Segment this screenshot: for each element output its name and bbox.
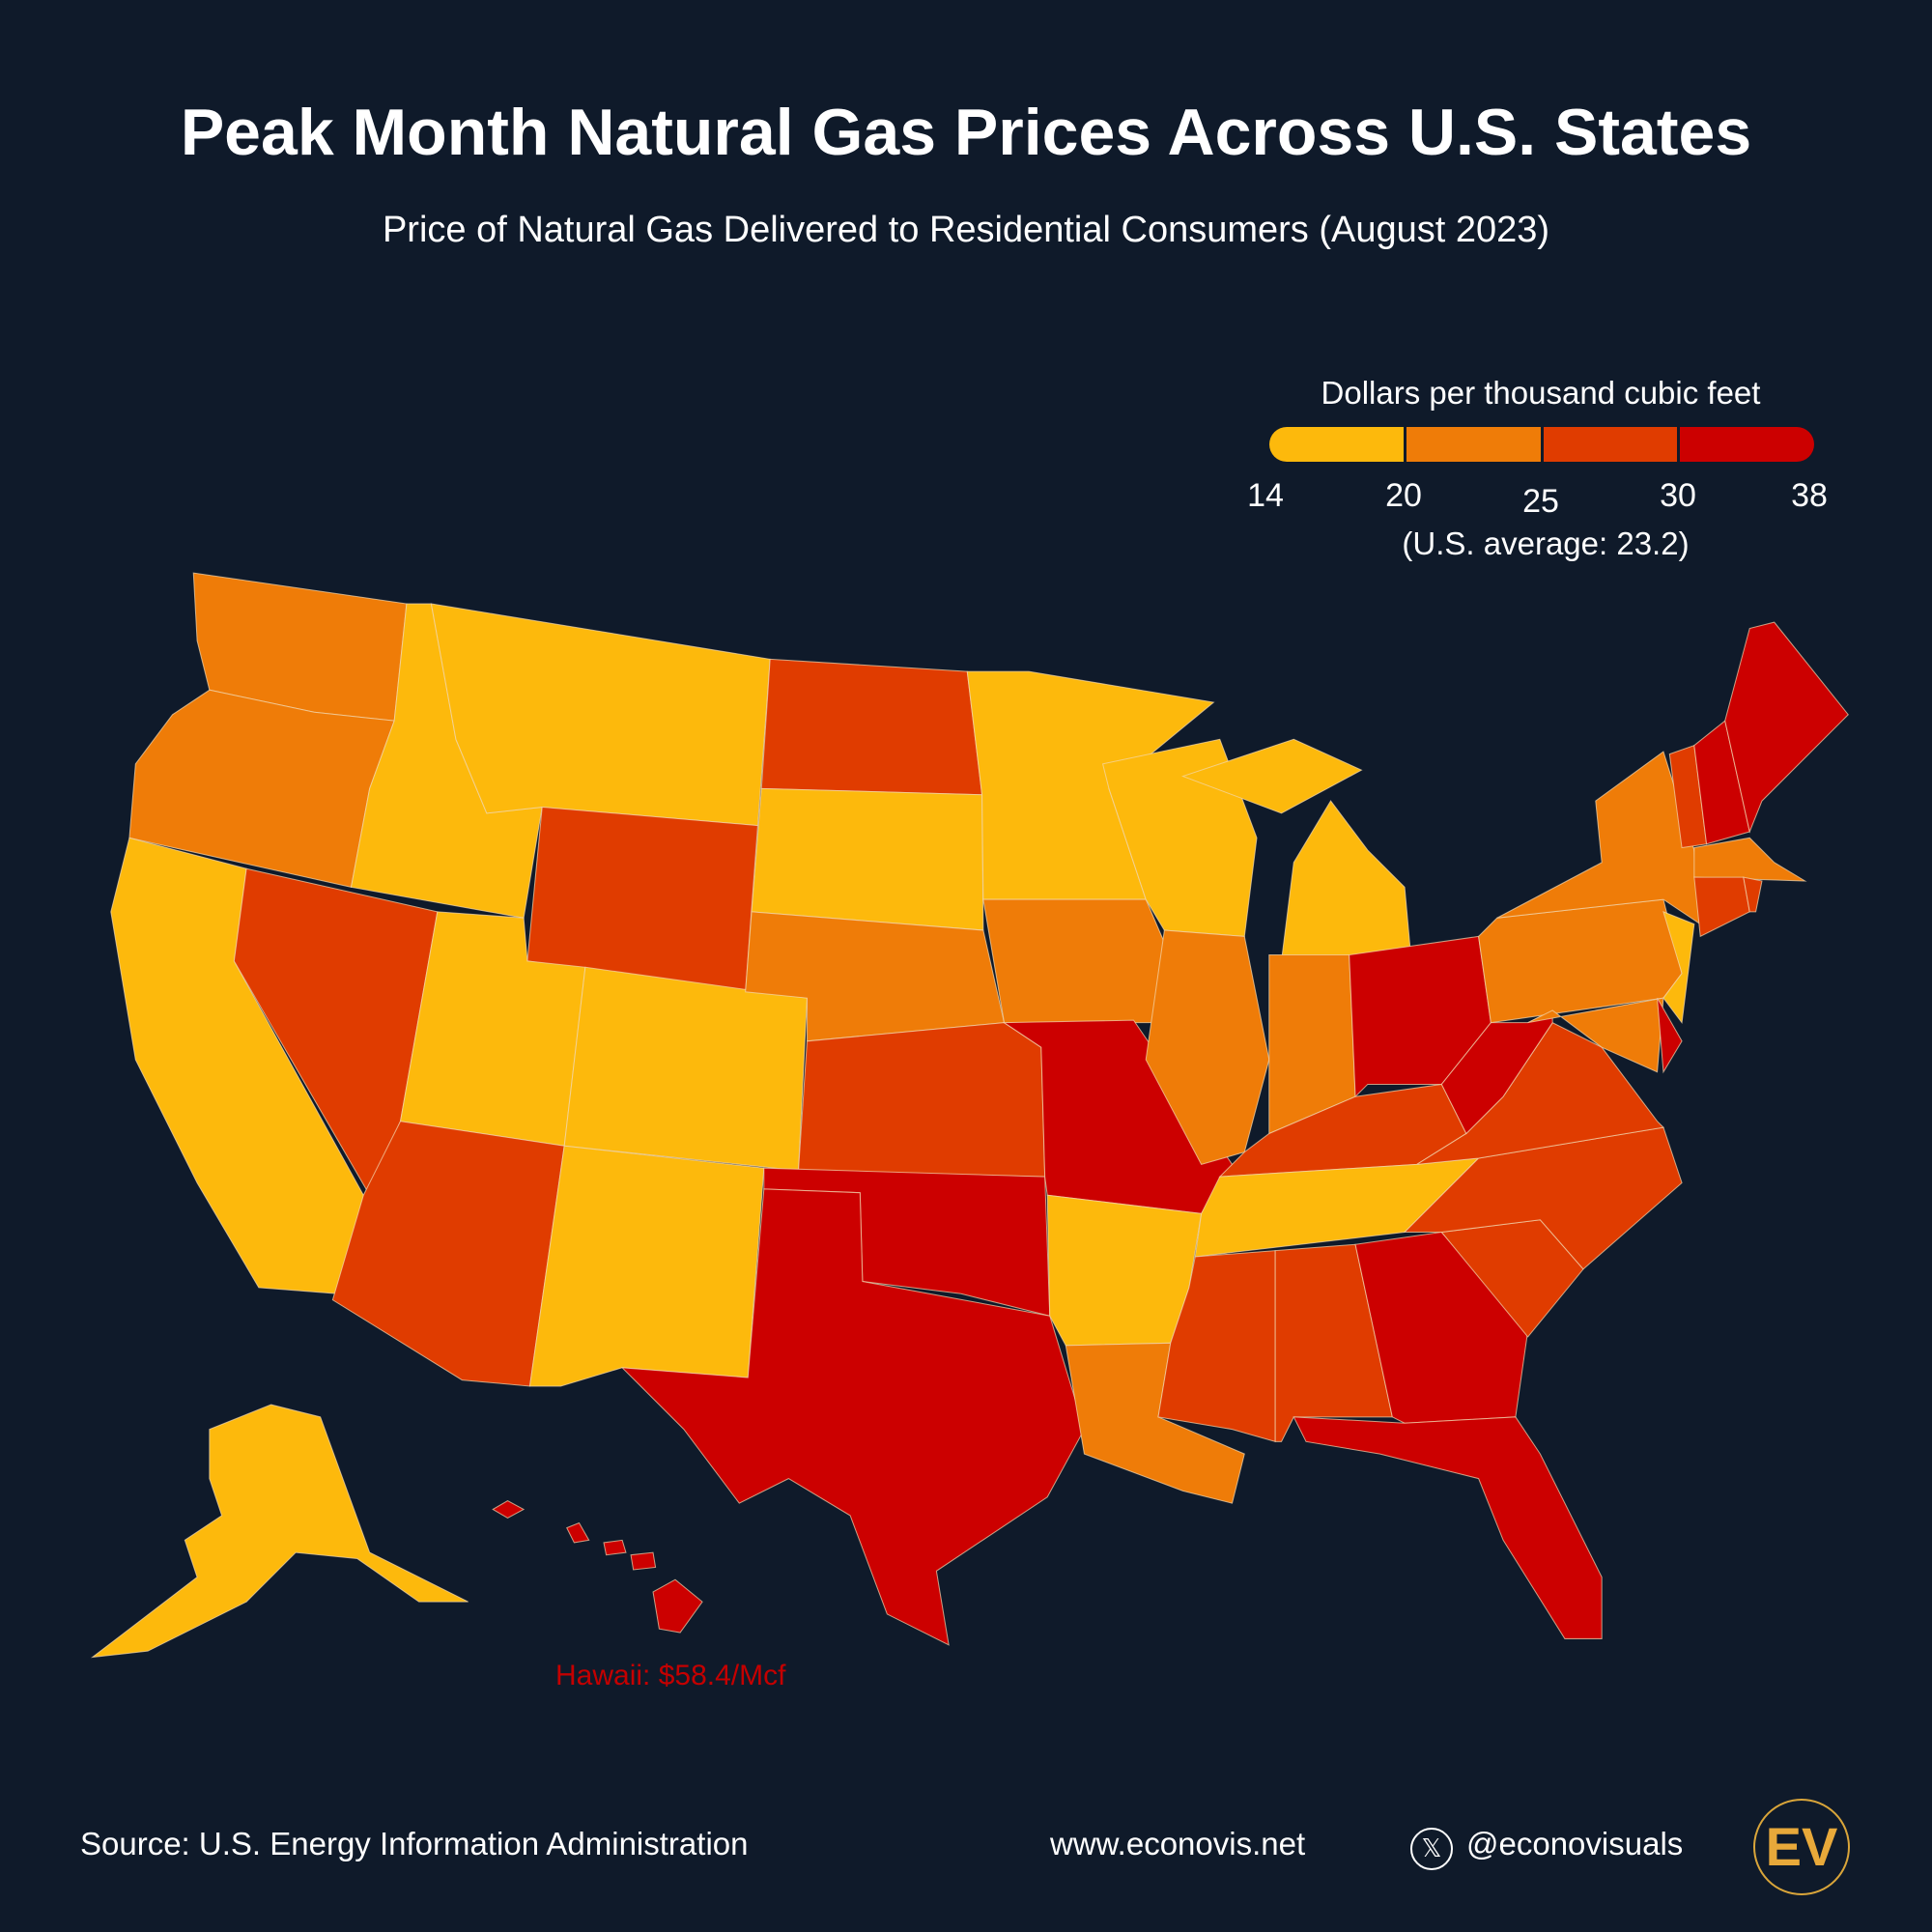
state-shape xyxy=(760,658,983,796)
state-shape xyxy=(563,966,808,1172)
state-ms xyxy=(1157,1250,1276,1443)
state-shape xyxy=(630,1551,657,1571)
state-shape xyxy=(1743,876,1763,913)
state-shape xyxy=(492,1499,526,1520)
state-shape xyxy=(797,1022,1046,1178)
state-shape xyxy=(90,1404,469,1659)
state-nj xyxy=(1662,911,1695,1024)
state-shape xyxy=(1293,1416,1603,1639)
state-ri xyxy=(1743,876,1763,913)
source-text: Source: U.S. Energy Information Administ… xyxy=(80,1826,749,1861)
state-ny xyxy=(1496,751,1701,925)
state-shape xyxy=(652,1578,703,1634)
state-shape xyxy=(1657,997,1683,1074)
page-subtitle: Price of Natural Gas Delivered to Reside… xyxy=(382,210,1550,250)
state-nm xyxy=(528,1145,765,1387)
legend-bin-1 xyxy=(1269,427,1406,462)
state-co xyxy=(563,966,808,1172)
state-shape xyxy=(566,1521,590,1544)
legend-color-bar xyxy=(1269,427,1814,462)
state-ct xyxy=(1693,876,1750,938)
state-shape xyxy=(1662,911,1695,1024)
legend-bin-2 xyxy=(1406,427,1544,462)
state-shape xyxy=(751,787,984,931)
state-shape xyxy=(430,603,771,827)
social-handle[interactable]: @econovisuals xyxy=(1466,1826,1684,1861)
state-de xyxy=(1657,997,1683,1074)
state-shape xyxy=(603,1539,627,1556)
legend-tick: 20 xyxy=(1385,477,1422,514)
state-wy xyxy=(526,806,758,993)
state-ks xyxy=(797,1022,1046,1178)
state-hi xyxy=(492,1499,703,1634)
state-shape xyxy=(1693,837,1807,882)
state-shape xyxy=(1157,1250,1276,1443)
us-average-note: (U.S. average: 23.2) xyxy=(1402,526,1690,561)
state-me xyxy=(1724,621,1849,834)
state-fl xyxy=(1293,1416,1603,1639)
state-shape xyxy=(1724,621,1849,834)
state-md xyxy=(1527,997,1664,1073)
legend-bin-4 xyxy=(1680,427,1814,462)
state-shape xyxy=(1180,738,1363,814)
state-shape xyxy=(528,1145,765,1387)
state-nd xyxy=(760,658,983,796)
x-logo-icon: 𝕏 xyxy=(1410,1828,1453,1870)
legend-tick: 14 xyxy=(1247,477,1284,514)
state-shape xyxy=(1496,751,1701,925)
legend-tick: 38 xyxy=(1791,477,1828,514)
legend-bin-3 xyxy=(1543,427,1681,462)
state-shape xyxy=(1527,997,1664,1073)
state-shape xyxy=(982,898,1184,1024)
state-ma xyxy=(1693,837,1807,882)
page-title: Peak Month Natural Gas Prices Across U.S… xyxy=(180,96,1752,169)
state-mi xyxy=(1180,738,1412,962)
legend-title: Dollars per thousand cubic feet xyxy=(1321,375,1761,411)
state-shape xyxy=(1280,800,1412,962)
state-shape xyxy=(526,806,758,993)
state-ak xyxy=(90,1404,469,1659)
website-link[interactable]: www.econovis.net xyxy=(1050,1826,1306,1861)
state-mt xyxy=(430,603,771,827)
state-shape xyxy=(1693,876,1750,938)
hawaii-note: Hawaii: $58.4/Mcf xyxy=(555,1660,786,1691)
state-tx xyxy=(620,1188,1085,1646)
econovis-logo: EV xyxy=(1753,1799,1850,1895)
legend-tick: 25 xyxy=(1522,483,1559,520)
state-sd xyxy=(751,787,984,931)
state-ia xyxy=(982,898,1184,1024)
legend-tick: 30 xyxy=(1660,477,1696,514)
state-shape xyxy=(620,1188,1085,1646)
